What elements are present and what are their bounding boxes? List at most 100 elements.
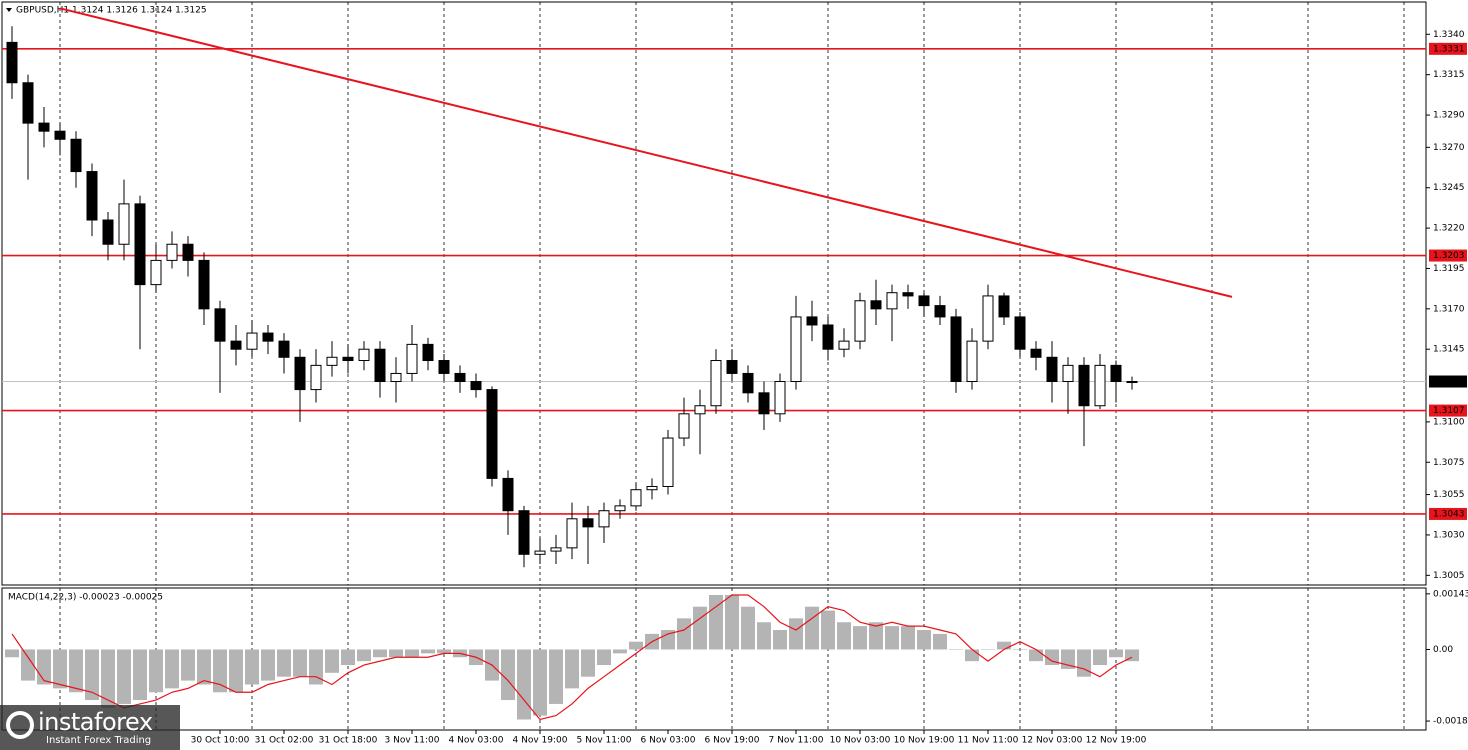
candle-body (1014, 316, 1026, 350)
macd-bar (133, 649, 147, 701)
candle-body (278, 340, 290, 358)
y-tick-label: 1.3270 (1433, 143, 1465, 153)
y-tick-label: 1.3030 (1433, 530, 1465, 540)
candle-body (518, 510, 530, 555)
candle-body (662, 437, 674, 487)
candle-body (22, 82, 34, 124)
candle-body (630, 489, 642, 507)
candle-body (390, 372, 402, 383)
candle-body (790, 316, 802, 383)
candle-body (742, 372, 754, 394)
candle-body (1110, 364, 1122, 383)
y-tick-label: 1.3145 (1433, 345, 1465, 355)
menu-arrow (6, 8, 12, 12)
y-tick-label: -0.00184 (1433, 717, 1468, 727)
x-tick-label: 30 Oct 10:00 (191, 736, 250, 746)
macd-bar (101, 649, 115, 708)
macd-bar (629, 641, 643, 650)
y-tick-label: 1.3195 (1433, 264, 1465, 274)
macd-bar (197, 649, 211, 685)
level-box (1429, 507, 1467, 520)
candle-body (854, 300, 866, 342)
macd-bar (773, 630, 787, 650)
macd-bar (885, 626, 899, 650)
candle-body (822, 324, 834, 350)
brand: instaforex (38, 708, 153, 736)
x-tick-label: 10 Nov 03:00 (830, 736, 891, 746)
candle-body (470, 381, 482, 391)
candle-body (870, 300, 882, 310)
level-box (1429, 42, 1467, 55)
macd-bar (757, 622, 771, 650)
macd-bar (517, 649, 531, 720)
candle-body (486, 389, 498, 479)
candle-body (726, 360, 738, 374)
candle-body (774, 381, 786, 415)
candle-body (198, 259, 210, 310)
trendline (59, 7, 1233, 298)
level-label: 1.3203 (1433, 251, 1465, 261)
macd-panel (1, 587, 1427, 731)
candle-body (550, 547, 562, 552)
candle-body (646, 485, 658, 491)
macd-bar (501, 649, 515, 701)
candle-body (934, 305, 946, 318)
candle-body (566, 518, 578, 549)
candle-body (406, 343, 418, 374)
macd-bar (213, 649, 227, 693)
candle-body (502, 477, 514, 512)
candle-body (358, 348, 370, 362)
level-label: 1.3331 (1433, 44, 1465, 54)
level-label: 1.3043 (1433, 509, 1465, 519)
macd-bar (597, 649, 611, 666)
y-tick-label: 1.3075 (1433, 458, 1465, 468)
macd-bar (725, 595, 739, 650)
macd-bar (405, 649, 419, 658)
x-tick-label: 7 Nov 11:00 (769, 736, 824, 746)
y-tick-label: 1.3340 (1433, 30, 1465, 40)
macd-bar (373, 649, 387, 658)
macd-bar (293, 649, 307, 677)
candle-body (806, 316, 818, 326)
y-tick-label: 1.3005 (1433, 571, 1465, 581)
level-box (1429, 404, 1467, 417)
macd-bar (5, 649, 19, 658)
candle-body (694, 405, 706, 415)
y-tick-label: 1.3055 (1433, 490, 1465, 500)
macd-bar (997, 641, 1011, 650)
x-tick-label: 12 Nov 03:00 (1022, 736, 1083, 746)
candle-body (454, 372, 466, 383)
x-tick-label: 11 Nov 11:00 (958, 736, 1019, 746)
macd-bar (837, 622, 851, 650)
macd-bar (437, 649, 451, 654)
macd-bar (869, 622, 883, 650)
macd-bar (789, 618, 803, 650)
candle-body (86, 171, 98, 221)
macd-title: MACD(14,22,3) -0.00023 -0.00025 (8, 593, 163, 603)
macd-bar (85, 649, 99, 701)
candle-body (966, 340, 978, 383)
candle-body (998, 295, 1010, 318)
y-tick-label: 1.3170 (1433, 304, 1465, 314)
macd-bar (901, 626, 915, 650)
macd-bar (805, 606, 819, 650)
candle-body (918, 295, 930, 307)
candle-body (214, 308, 226, 342)
price-panel (1, 1, 1427, 586)
candle-body (326, 356, 338, 366)
macd-bar (1013, 649, 1027, 650)
macd-bar (261, 649, 275, 681)
candle-body (150, 259, 162, 286)
x-tick-label: 5 Nov 11:00 (577, 736, 632, 746)
y-tick-label: 1.3245 (1433, 183, 1465, 193)
candle-body (1030, 348, 1042, 358)
candle-body (438, 360, 450, 374)
chart-title: GBPUSD,H1 1.3124 1.3126 1.3124 1.3125 (16, 6, 207, 16)
x-tick-label: 12 Nov 19:00 (1086, 736, 1147, 746)
macd-bar (565, 649, 579, 689)
macd-bar (53, 649, 67, 689)
macd-bar (533, 649, 547, 716)
candle-body (294, 356, 306, 391)
